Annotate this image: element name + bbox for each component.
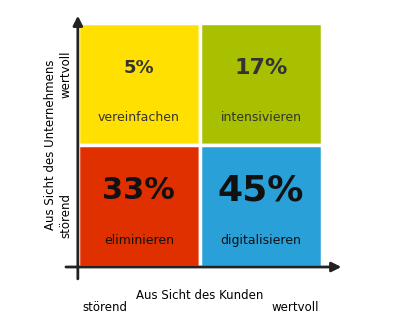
Text: wertvoll: wertvoll — [59, 50, 72, 98]
Bar — [78, 145, 200, 267]
Text: wertvoll: wertvoll — [272, 301, 319, 314]
Text: 45%: 45% — [218, 173, 304, 207]
Text: vereinfachen: vereinfachen — [98, 111, 180, 124]
Text: Aus Sicht des Unternehmens: Aus Sicht des Unternehmens — [44, 60, 58, 230]
Bar — [78, 23, 200, 145]
Text: intensivieren: intensivieren — [220, 111, 302, 124]
Text: Aus Sicht des Kunden: Aus Sicht des Kunden — [136, 289, 264, 302]
Bar — [200, 23, 322, 145]
Text: 33%: 33% — [102, 175, 175, 204]
Text: störend: störend — [59, 193, 72, 238]
Text: 17%: 17% — [234, 58, 288, 78]
Text: 5%: 5% — [124, 59, 154, 77]
Text: eliminieren: eliminieren — [104, 234, 174, 247]
Text: digitalisieren: digitalisieren — [221, 234, 302, 247]
Bar — [200, 145, 322, 267]
Text: störend: störend — [82, 301, 127, 314]
